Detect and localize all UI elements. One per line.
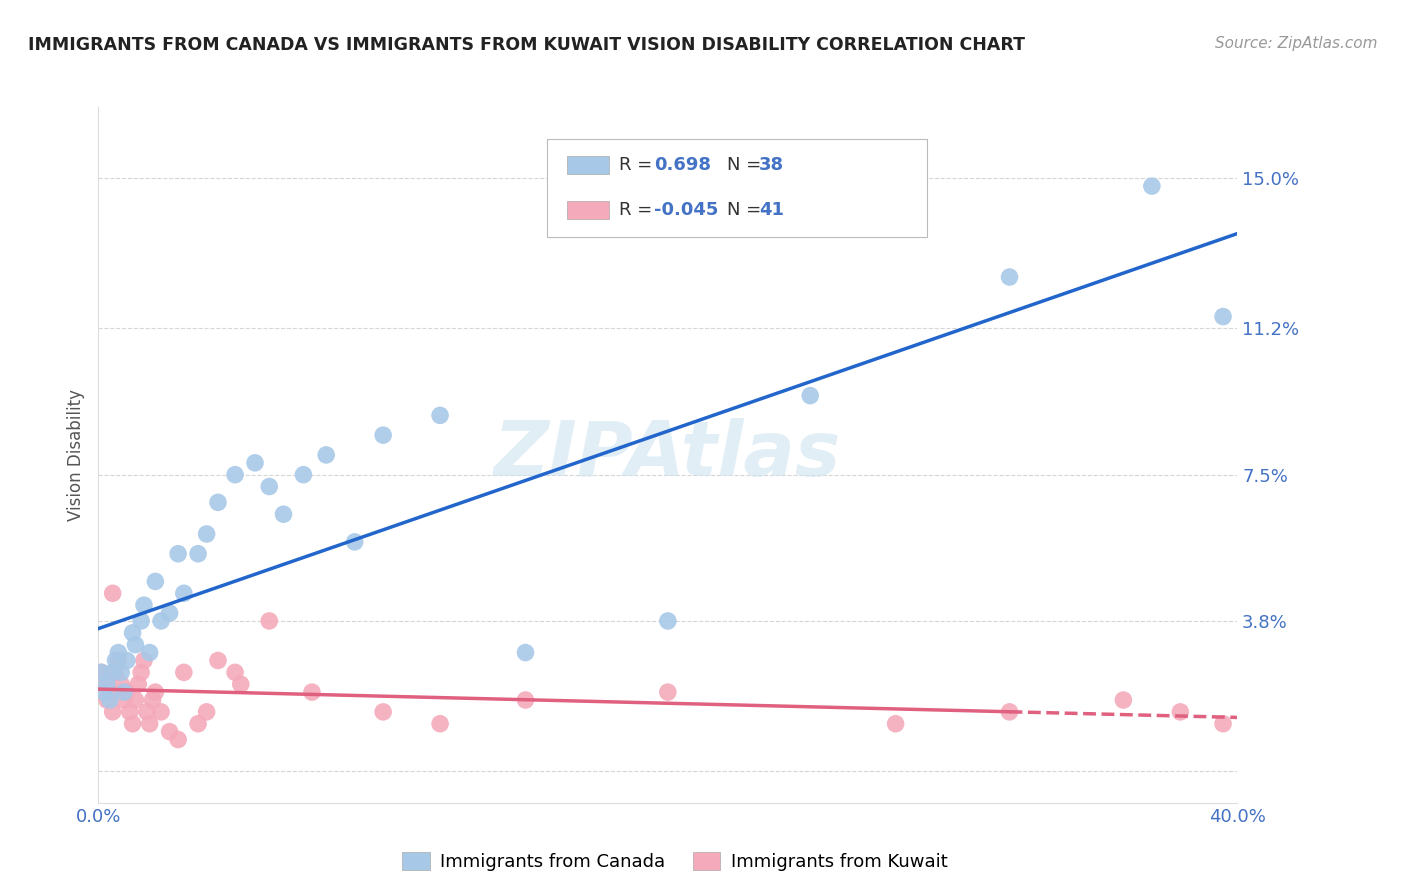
- Point: [343, 534, 366, 549]
- Point: [273, 507, 295, 521]
- Point: [229, 677, 252, 691]
- Point: [1212, 716, 1234, 731]
- Point: [1112, 693, 1135, 707]
- Point: [998, 705, 1021, 719]
- Point: [104, 653, 127, 667]
- Point: [101, 705, 124, 719]
- Point: [173, 586, 195, 600]
- Point: [373, 705, 395, 719]
- Point: [429, 716, 451, 731]
- Point: [107, 646, 129, 660]
- Point: [159, 724, 181, 739]
- Text: IMMIGRANTS FROM CANADA VS IMMIGRANTS FROM KUWAIT VISION DISABILITY CORRELATION C: IMMIGRANTS FROM CANADA VS IMMIGRANTS FRO…: [28, 36, 1025, 54]
- Point: [115, 685, 138, 699]
- Text: R =: R =: [619, 156, 658, 174]
- Legend: Immigrants from Canada, Immigrants from Kuwait: Immigrants from Canada, Immigrants from …: [395, 845, 955, 879]
- Point: [135, 705, 157, 719]
- Point: [124, 693, 146, 707]
- Point: [159, 606, 181, 620]
- Point: [110, 677, 132, 691]
- Point: [657, 614, 679, 628]
- Point: [127, 677, 149, 691]
- Point: [243, 456, 266, 470]
- Text: N =: N =: [727, 201, 766, 219]
- Point: [138, 646, 160, 660]
- Point: [224, 467, 246, 482]
- Text: R =: R =: [619, 201, 658, 219]
- Point: [167, 732, 190, 747]
- Point: [96, 677, 118, 691]
- Point: [141, 693, 163, 707]
- Point: [224, 665, 246, 680]
- Point: [112, 685, 135, 699]
- Point: [145, 574, 167, 589]
- Point: [98, 693, 121, 707]
- Point: [104, 665, 127, 680]
- Point: [195, 527, 218, 541]
- Point: [315, 448, 337, 462]
- Point: [101, 586, 124, 600]
- Point: [173, 665, 195, 680]
- Point: [207, 653, 229, 667]
- Point: [101, 665, 124, 680]
- Point: [110, 665, 132, 680]
- Text: ZIPAtlas: ZIPAtlas: [494, 418, 842, 491]
- Point: [129, 614, 152, 628]
- Point: [107, 653, 129, 667]
- Point: [799, 389, 821, 403]
- Point: [259, 614, 281, 628]
- Point: [301, 685, 323, 699]
- Text: Source: ZipAtlas.com: Source: ZipAtlas.com: [1215, 36, 1378, 51]
- Point: [1140, 179, 1163, 194]
- Point: [657, 685, 679, 699]
- Point: [259, 479, 281, 493]
- Point: [93, 677, 115, 691]
- Point: [90, 665, 112, 680]
- Point: [121, 716, 143, 731]
- Point: [132, 598, 155, 612]
- Point: [118, 705, 141, 719]
- Point: [98, 685, 121, 699]
- Point: [90, 665, 112, 680]
- Point: [515, 646, 537, 660]
- Point: [96, 693, 118, 707]
- Point: [150, 705, 173, 719]
- Point: [138, 716, 160, 731]
- Point: [515, 693, 537, 707]
- Point: [145, 685, 167, 699]
- Point: [884, 716, 907, 731]
- Text: 0.698: 0.698: [654, 156, 711, 174]
- Point: [112, 693, 135, 707]
- Point: [195, 705, 218, 719]
- Point: [1170, 705, 1192, 719]
- Point: [167, 547, 190, 561]
- Point: [207, 495, 229, 509]
- Text: -0.045: -0.045: [654, 201, 718, 219]
- Point: [115, 653, 138, 667]
- Text: 41: 41: [759, 201, 785, 219]
- Point: [129, 665, 152, 680]
- Point: [429, 409, 451, 423]
- Point: [1212, 310, 1234, 324]
- Point: [121, 625, 143, 640]
- Y-axis label: Vision Disability: Vision Disability: [66, 389, 84, 521]
- Text: N =: N =: [727, 156, 766, 174]
- Point: [132, 653, 155, 667]
- Point: [93, 685, 115, 699]
- Point: [150, 614, 173, 628]
- Point: [998, 270, 1021, 285]
- Point: [373, 428, 395, 442]
- Text: 38: 38: [759, 156, 785, 174]
- Point: [187, 716, 209, 731]
- Point: [124, 638, 146, 652]
- Point: [187, 547, 209, 561]
- Point: [292, 467, 315, 482]
